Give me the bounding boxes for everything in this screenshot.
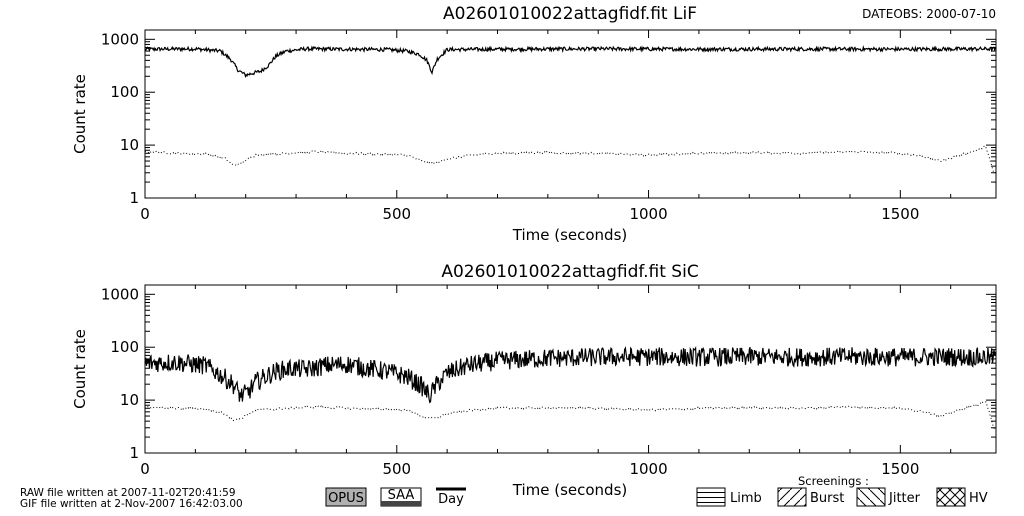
y-tick-label: 10 xyxy=(120,136,139,154)
chart-lif-title: A02601010022attagfidf.fit LiF xyxy=(443,4,697,24)
x-tick-label: 500 xyxy=(382,205,411,223)
burst-label: Burst xyxy=(810,491,844,506)
y-tick-label: 10 xyxy=(120,391,139,409)
y-tick-label: 1 xyxy=(129,189,139,207)
x-tick-label: 1000 xyxy=(629,205,667,223)
x-tick-label: 1500 xyxy=(881,460,919,478)
y-tick-label: 100 xyxy=(110,83,139,101)
dateobs-label: DATEOBS: 2000-07-10 xyxy=(862,7,996,21)
chart-sic-frame xyxy=(144,284,997,454)
jitter-box xyxy=(856,487,886,507)
y-tick-label: 1000 xyxy=(101,30,139,48)
saa-bar xyxy=(381,501,421,506)
background-series-line xyxy=(144,144,997,174)
gif-file-line: GIF file written at 2-Nov-2007 16:42:03.… xyxy=(20,498,243,510)
footer: RAW file written at 2007-11-02T20:41:59 … xyxy=(20,474,988,510)
chart-lif-xlabel: Time (seconds) xyxy=(512,226,628,244)
x-tick-label: 0 xyxy=(140,460,150,478)
y-tick-label: 1 xyxy=(129,444,139,462)
y-tick-label: 100 xyxy=(110,338,139,356)
day-label: Day xyxy=(438,492,464,507)
chart-sic: A02601010022attagfidf.fit SiC 0 500 1000 15… xyxy=(71,262,997,499)
burst-box xyxy=(777,487,807,507)
opus-label: OPUS xyxy=(328,491,364,506)
chart-sic-series xyxy=(144,346,997,430)
count-rate-series-line xyxy=(144,45,997,79)
background-series-line xyxy=(144,400,997,430)
limb-label: Limb xyxy=(730,491,762,506)
chart-lif-ticks: 0 500 1000 1500 1 10 100 1000 xyxy=(101,30,996,223)
chart-sic-title: A02601010022attagfidf.fit SiC xyxy=(441,262,698,282)
limb-box xyxy=(696,487,726,507)
chart-sic-xlabel: Time (seconds) xyxy=(512,481,628,499)
chart-lif-frame xyxy=(144,29,997,199)
x-tick-label: 1500 xyxy=(881,205,919,223)
chart-lif-series xyxy=(144,45,997,174)
x-tick-label: 0 xyxy=(140,205,150,223)
hv-box xyxy=(936,487,966,507)
chart-lif: A02601010022attagfidf.fit LiF 0 500 1000 15… xyxy=(71,4,997,244)
opus-box xyxy=(325,487,367,507)
jitter-label: Jitter xyxy=(888,491,921,506)
y-tick-label: 1000 xyxy=(101,285,139,303)
x-tick-label: 500 xyxy=(382,460,411,478)
count-rate-series-line xyxy=(144,346,997,404)
chart-sic-ylabel: Count rate xyxy=(71,329,89,409)
raw-file-line: RAW file written at 2007-11-02T20:41:59 xyxy=(20,487,236,499)
saa-label: SAA xyxy=(388,488,415,503)
chart-lif-ylabel: Count rate xyxy=(71,74,89,154)
hv-label: HV xyxy=(969,491,988,506)
x-tick-label: 1000 xyxy=(629,460,667,478)
chart-sic-ticks: 0 500 1000 1500 1 10 100 1000 xyxy=(101,285,996,478)
screenings-label: Screenings : xyxy=(798,474,869,488)
